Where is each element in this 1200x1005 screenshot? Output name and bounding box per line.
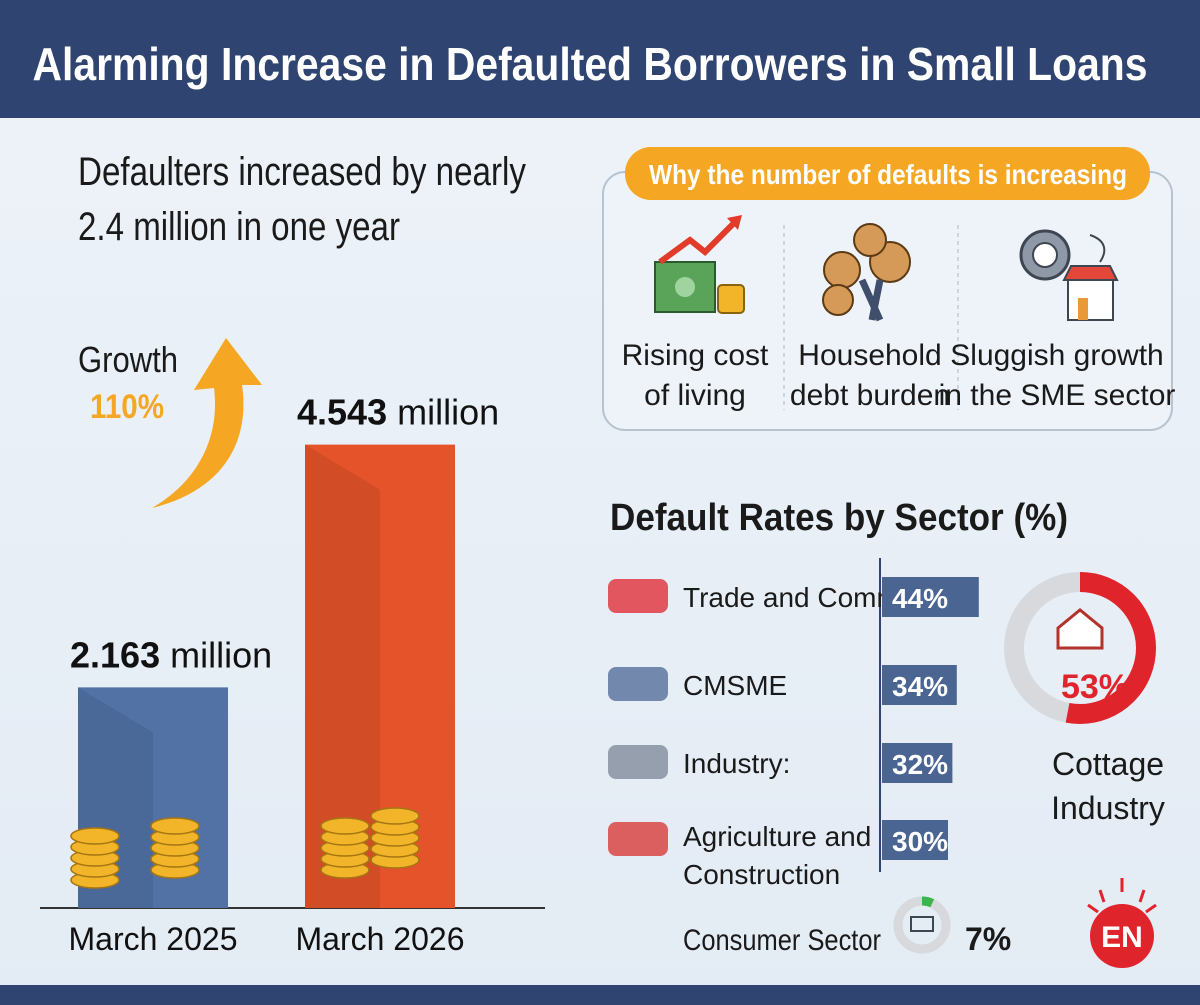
icon bbox=[608, 822, 668, 856]
icon-debt bbox=[822, 223, 911, 322]
reason-text: Household bbox=[798, 339, 941, 372]
logo-text: EN bbox=[1101, 921, 1143, 954]
bar bbox=[882, 743, 953, 783]
reason-text: Sluggish growth bbox=[950, 339, 1163, 372]
headline: 2.4 million in one year bbox=[78, 205, 400, 249]
headline: Defaulters increased by nearly bbox=[78, 150, 526, 194]
bar-shade bbox=[305, 444, 380, 908]
reason-text: in the SME sector bbox=[939, 379, 1176, 412]
value-label: 44% bbox=[892, 583, 948, 614]
value-label: 2.163 million bbox=[70, 634, 272, 675]
icon bbox=[608, 745, 668, 779]
category-label: CMSME bbox=[683, 670, 787, 701]
bar bbox=[882, 665, 957, 705]
bar bbox=[882, 577, 979, 617]
x-tick-label: March 2025 bbox=[69, 921, 238, 957]
growth-value: 110% bbox=[90, 388, 164, 426]
icon bbox=[608, 667, 668, 701]
page-title: Alarming Increase in Defaulted Borrowers… bbox=[33, 38, 1148, 90]
icon bbox=[910, 916, 934, 932]
reasons-header bbox=[625, 147, 1150, 200]
category-label: Agriculture and Construction bbox=[683, 821, 871, 890]
reasons-title: Why the number of defaults is increasing bbox=[649, 159, 1127, 190]
icon-sme bbox=[1019, 229, 1119, 321]
value-label: 53% bbox=[1061, 668, 1129, 706]
donut-arc bbox=[1004, 572, 1156, 724]
icon-cost bbox=[654, 215, 745, 314]
reason-text: of living bbox=[644, 379, 746, 412]
value-label: 32% bbox=[892, 749, 948, 780]
category-label: Consumer Sector bbox=[683, 924, 881, 957]
footer-band bbox=[0, 985, 1200, 1005]
category-label: Industry: bbox=[683, 748, 790, 779]
logo: EN bbox=[1087, 878, 1157, 968]
category-label: Cottage Industry bbox=[1051, 746, 1165, 826]
growth-label: Growth bbox=[78, 339, 178, 380]
chart-title: Default Rates by Sector (%) bbox=[610, 497, 1068, 539]
reason-text: debt burden bbox=[790, 379, 950, 412]
donut-arc bbox=[893, 896, 951, 954]
bar bbox=[882, 820, 948, 860]
header-band bbox=[0, 0, 1200, 118]
coin bbox=[150, 817, 200, 835]
value-label: 7% bbox=[965, 921, 1011, 957]
coin bbox=[320, 817, 370, 835]
icon bbox=[608, 579, 668, 613]
growth-arrow bbox=[152, 338, 262, 508]
value-label: 4.543 million bbox=[297, 392, 499, 433]
icon bbox=[1056, 608, 1104, 650]
x-tick-label: March 2026 bbox=[296, 921, 465, 957]
value-label: 30% bbox=[892, 826, 948, 857]
value-label: 34% bbox=[892, 671, 948, 702]
coin bbox=[70, 827, 120, 845]
reason-text: Rising cost bbox=[622, 339, 769, 372]
coin bbox=[370, 807, 420, 825]
